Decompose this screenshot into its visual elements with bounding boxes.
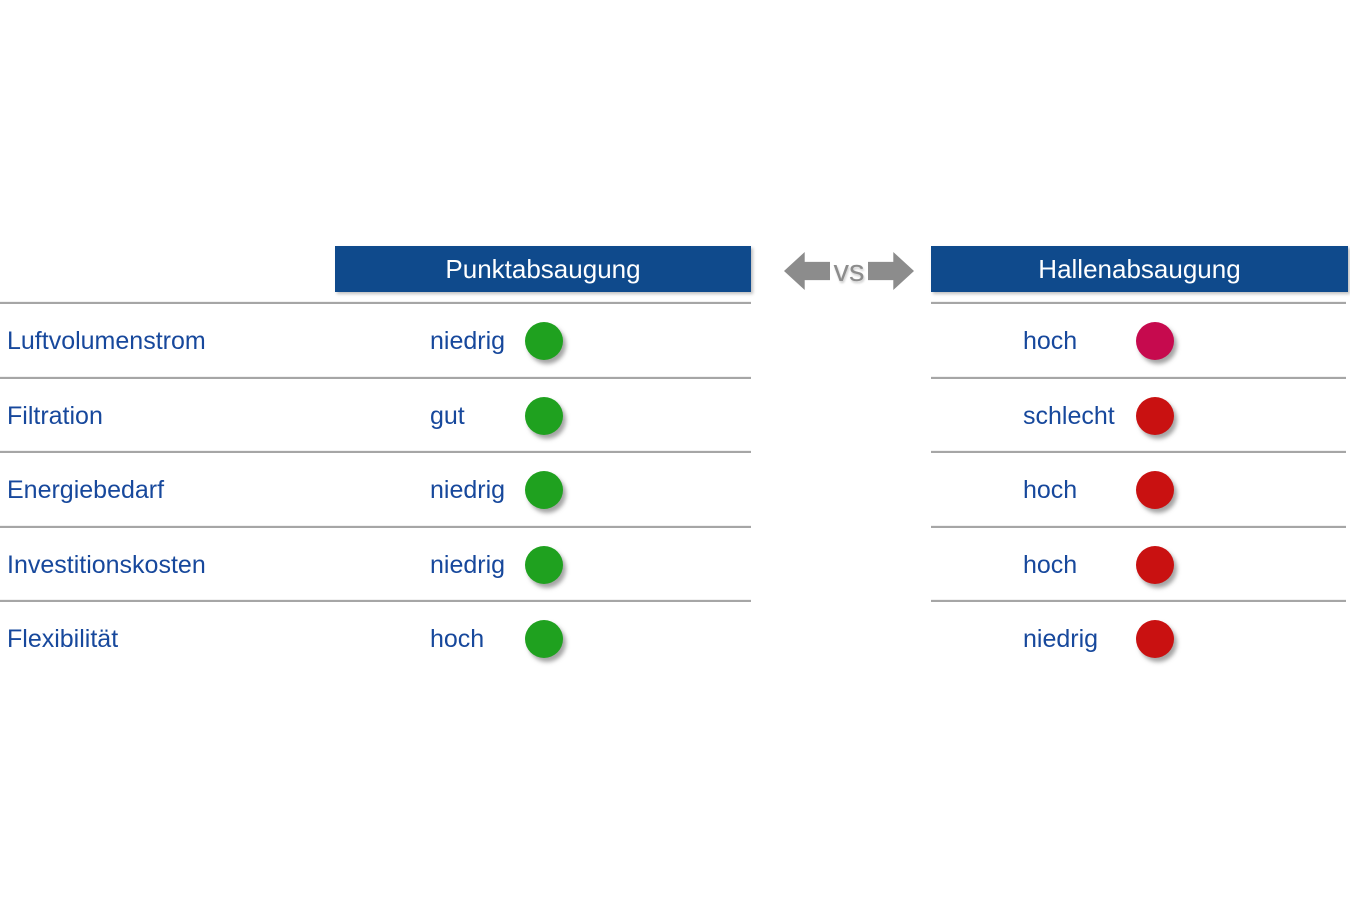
right-column-header-label: Hallenabsaugung	[1038, 253, 1241, 284]
criterion-label: Investitionskosten	[7, 550, 206, 579]
table-row: Luftvolumenstrom niedrig hoch	[0, 302, 1350, 376]
left-status-dot	[525, 322, 563, 360]
right-status-dot	[1136, 397, 1174, 435]
left-status-dot	[525, 546, 563, 584]
left-rating-value: niedrig	[430, 550, 506, 579]
left-column-header: Punktabsaugung	[335, 246, 751, 292]
arrow-left-icon	[784, 252, 830, 290]
left-rating-value: hoch	[430, 624, 485, 653]
row-right-segment: hoch	[931, 302, 1346, 378]
row-right-segment: hoch	[931, 451, 1346, 527]
right-rating-value: hoch	[1023, 550, 1078, 579]
left-rating-value: gut	[430, 401, 465, 430]
row-right-segment: schlecht	[931, 377, 1346, 453]
row-left-segment: Investitionskosten niedrig	[0, 526, 751, 602]
row-left-segment: Energiebedarf niedrig	[0, 451, 751, 527]
right-rating-value: niedrig	[1023, 624, 1099, 653]
arrow-right-icon	[868, 252, 914, 290]
row-left-segment: Luftvolumenstrom niedrig	[0, 302, 751, 378]
right-rating-value: schlecht	[1023, 401, 1115, 430]
right-rating-value: hoch	[1023, 326, 1078, 355]
left-status-dot	[525, 397, 563, 435]
right-status-dot	[1136, 620, 1174, 658]
right-status-dot	[1136, 471, 1174, 509]
table-row: Flexibilität hoch niedrig	[0, 600, 1350, 674]
vs-label: vs	[833, 253, 865, 288]
table-row: Energiebedarf niedrig hoch	[0, 451, 1350, 525]
row-left-segment: Flexibilität hoch	[0, 600, 751, 676]
left-status-dot	[525, 620, 563, 658]
right-status-dot	[1136, 322, 1174, 360]
criterion-label: Flexibilität	[7, 624, 119, 653]
table-row: Investitionskosten niedrig hoch	[0, 526, 1350, 600]
row-right-segment: niedrig	[931, 600, 1346, 676]
right-rating-value: hoch	[1023, 475, 1078, 504]
left-column-header-label: Punktabsaugung	[445, 253, 641, 284]
right-column-header: Hallenabsaugung	[931, 246, 1348, 292]
row-left-segment: Filtration gut	[0, 377, 751, 453]
criterion-label: Filtration	[7, 401, 103, 430]
row-right-segment: hoch	[931, 526, 1346, 602]
criterion-label: Energiebedarf	[7, 475, 165, 504]
left-status-dot	[525, 471, 563, 509]
table-row: Filtration gut schlecht	[0, 377, 1350, 451]
left-rating-value: niedrig	[430, 475, 506, 504]
left-rating-value: niedrig	[430, 326, 506, 355]
vs-indicator: vs	[780, 246, 916, 296]
criterion-label: Luftvolumenstrom	[7, 326, 206, 355]
right-status-dot	[1136, 546, 1174, 584]
